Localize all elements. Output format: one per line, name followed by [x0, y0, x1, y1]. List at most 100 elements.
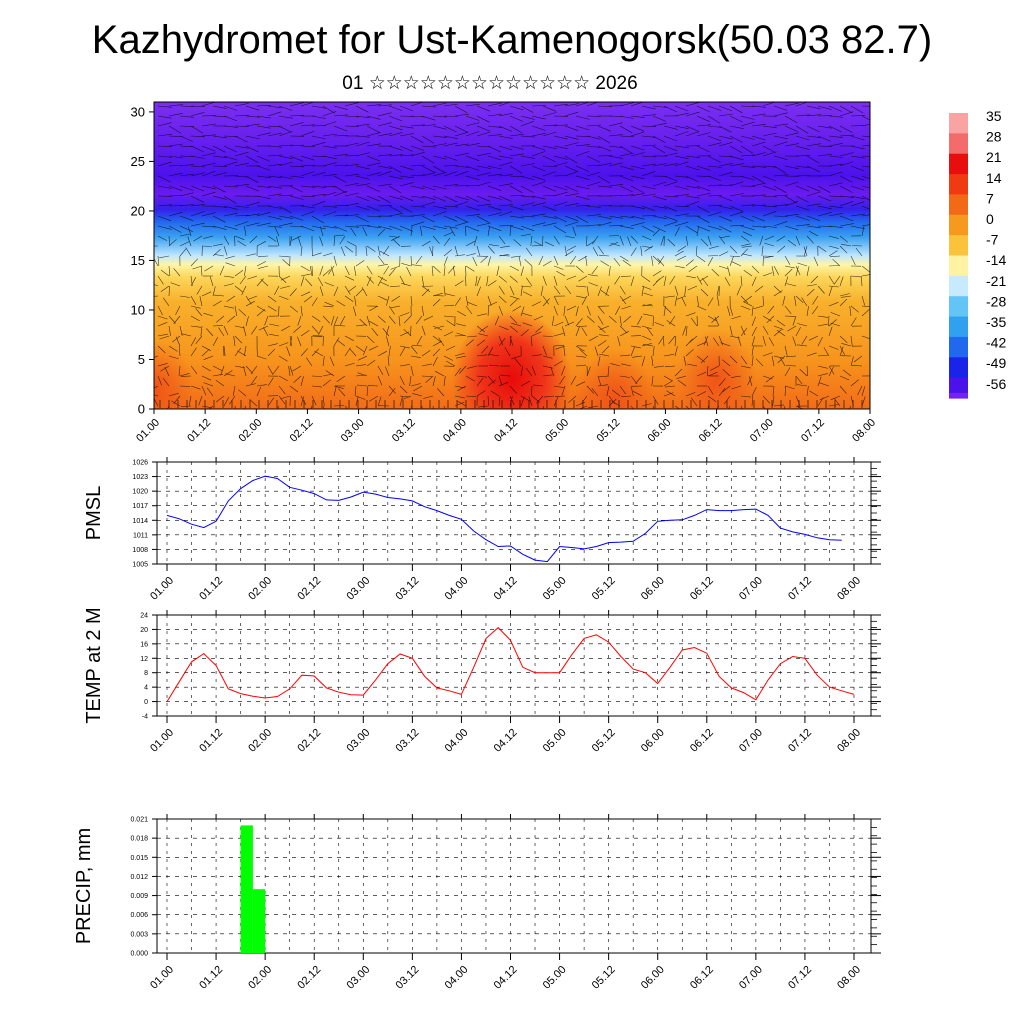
wind-barb: [588, 405, 599, 409]
wind-barb: [318, 325, 324, 336]
wind-barb: [663, 181, 678, 187]
wind-barb: [740, 204, 755, 207]
wind-barb: [640, 246, 643, 257]
wind-barb: [509, 265, 520, 271]
wind-barb: [724, 277, 731, 287]
wind-barb: [476, 215, 490, 223]
y-axis-label: PRECIP, mm: [73, 828, 95, 944]
wind-barb: [168, 113, 183, 117]
wind-barb: [443, 355, 454, 361]
wind-barb: [366, 275, 374, 284]
wind-barb: [300, 305, 303, 316]
wind-barb: [578, 275, 588, 282]
wind-barb: [850, 275, 862, 278]
wind-barb: [247, 295, 258, 300]
wind-barb: [813, 256, 819, 267]
wind-barb: [806, 135, 821, 138]
wind-barb: [311, 297, 318, 307]
wind-barb: [498, 112, 513, 117]
wind-barb: [524, 259, 533, 267]
wind-barb: [674, 335, 677, 347]
wind-barb: [685, 102, 700, 107]
wind-barb: [190, 222, 205, 227]
x-tick-label: 04.12: [492, 417, 520, 445]
wind-barb: [751, 124, 766, 127]
wind-barb: [234, 145, 249, 149]
x-tick-label: 04.00: [443, 964, 471, 992]
wind-barb: [586, 235, 588, 247]
wind-barb: [861, 145, 870, 147]
wind-barb: [300, 273, 311, 277]
wind-barb: [465, 240, 475, 247]
wind-barb: [154, 394, 159, 397]
wind-barb: [333, 386, 337, 397]
colorbar-swatch: [949, 224, 968, 231]
wind-barb: [333, 185, 347, 194]
wind-barb: [575, 364, 587, 367]
wind-barb: [740, 145, 754, 154]
wind-barb: [687, 363, 698, 367]
wind-barb: [256, 195, 271, 200]
wind-barb: [520, 380, 530, 387]
wind-barb: [366, 195, 381, 202]
wind-barb: [322, 356, 325, 367]
wind-barb: [289, 102, 304, 107]
y-tick-label: 1017: [132, 503, 148, 510]
wind-barb: [641, 335, 652, 341]
wind-barb: [641, 105, 656, 110]
wind-barb: [465, 103, 480, 107]
wind-barb: [536, 395, 544, 404]
wind-barb: [646, 327, 654, 337]
wind-barb: [443, 304, 455, 307]
wind-barb: [586, 205, 601, 208]
wind-barb: [676, 375, 687, 379]
wind-barb: [576, 325, 588, 327]
colorbar-swatch: [949, 286, 968, 292]
wind-barb: [423, 315, 434, 321]
wind-barb: [525, 367, 533, 377]
wind-barb: [322, 315, 331, 324]
wind-barb: [223, 105, 238, 111]
wind-barb: [751, 336, 756, 347]
wind-barb: [729, 175, 745, 178]
wind-barb: [496, 265, 500, 276]
wind-barb: [154, 385, 159, 389]
wind-barb: [806, 203, 821, 207]
wind-barb: [718, 265, 729, 270]
colorbar-swatch: [949, 118, 968, 124]
wind-barb: [448, 265, 456, 274]
wind-barb: [498, 211, 513, 217]
wind-barb: [190, 305, 201, 309]
wind-barb: [674, 285, 679, 296]
wind-barb: [553, 255, 559, 266]
y-tick-label: 5: [138, 352, 145, 367]
wind-barb: [740, 395, 751, 398]
wind-barb: [718, 235, 726, 245]
wind-barb: [168, 143, 183, 147]
wind-barb: [157, 275, 164, 285]
y-axis-label: TEMP at 2 M: [83, 607, 105, 723]
wind-barb: [520, 202, 535, 207]
wind-barb: [487, 155, 502, 161]
wind-barb: [509, 395, 515, 406]
wind-barb: [861, 305, 870, 307]
wind-barb: [531, 301, 542, 307]
wind-barb: [190, 145, 204, 153]
wind-barb: [278, 161, 293, 167]
colorbar-swatch: [949, 291, 968, 297]
wind-barb: [311, 172, 326, 177]
wind-barb: [234, 205, 249, 208]
wind-barb: [256, 125, 271, 129]
wind-barb: [520, 195, 535, 198]
wind-barb: [157, 155, 172, 158]
wind-barb: [443, 115, 459, 117]
wind-barb: [498, 337, 506, 347]
wind-barb: [190, 295, 197, 305]
colorbar-swatch: [949, 240, 968, 246]
wind-barb: [476, 276, 481, 287]
wind-barb: [212, 286, 216, 297]
wind-barb: [850, 145, 865, 150]
wind-barb: [784, 265, 795, 269]
wind-barb: [696, 371, 707, 377]
